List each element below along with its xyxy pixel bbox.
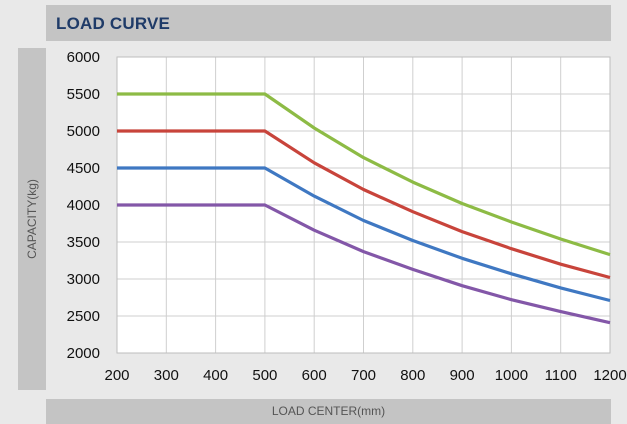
y-tick-label: 3500 [67,234,100,251]
x-tick-label: 400 [203,367,228,384]
y-tick-label: 4000 [67,197,100,214]
series-line-3 [117,166,611,303]
x-tick-label: 1100 [545,367,577,384]
x-tick-label: 300 [154,367,179,384]
y-tick-label: 5000 [67,123,100,140]
x-tick-label: 800 [400,367,425,384]
x-tick-label: 900 [450,367,475,384]
title-bar: LOAD CURVE [46,5,611,41]
chart-title: LOAD CURVE [56,14,171,33]
y-tick-label: 5500 [67,86,100,103]
series-line-2 [117,129,611,280]
x-axis-label: LOAD CENTER(mm) [271,404,386,418]
x-tick-label: 500 [252,367,277,384]
x-tick-label: 600 [302,367,327,384]
x-tick-label: 1200 [593,367,626,384]
x-tick-label: 1000 [495,367,528,384]
y-tick-label: 2500 [67,308,100,325]
y-tick-label: 4500 [67,160,100,177]
y-tick-label: 2000 [67,345,100,362]
y-tick-label: 3000 [67,271,100,288]
x-tick-label: 700 [351,367,376,384]
x-tick-label: 200 [104,367,129,384]
y-tick-label: 6000 [67,49,100,66]
series-line-1 [117,92,611,257]
x-axis-label-bar: LOAD CENTER(mm) [46,399,611,424]
series-line-4 [117,203,611,325]
y-axis-label-bar: CAPACITY(kg) [18,48,46,390]
